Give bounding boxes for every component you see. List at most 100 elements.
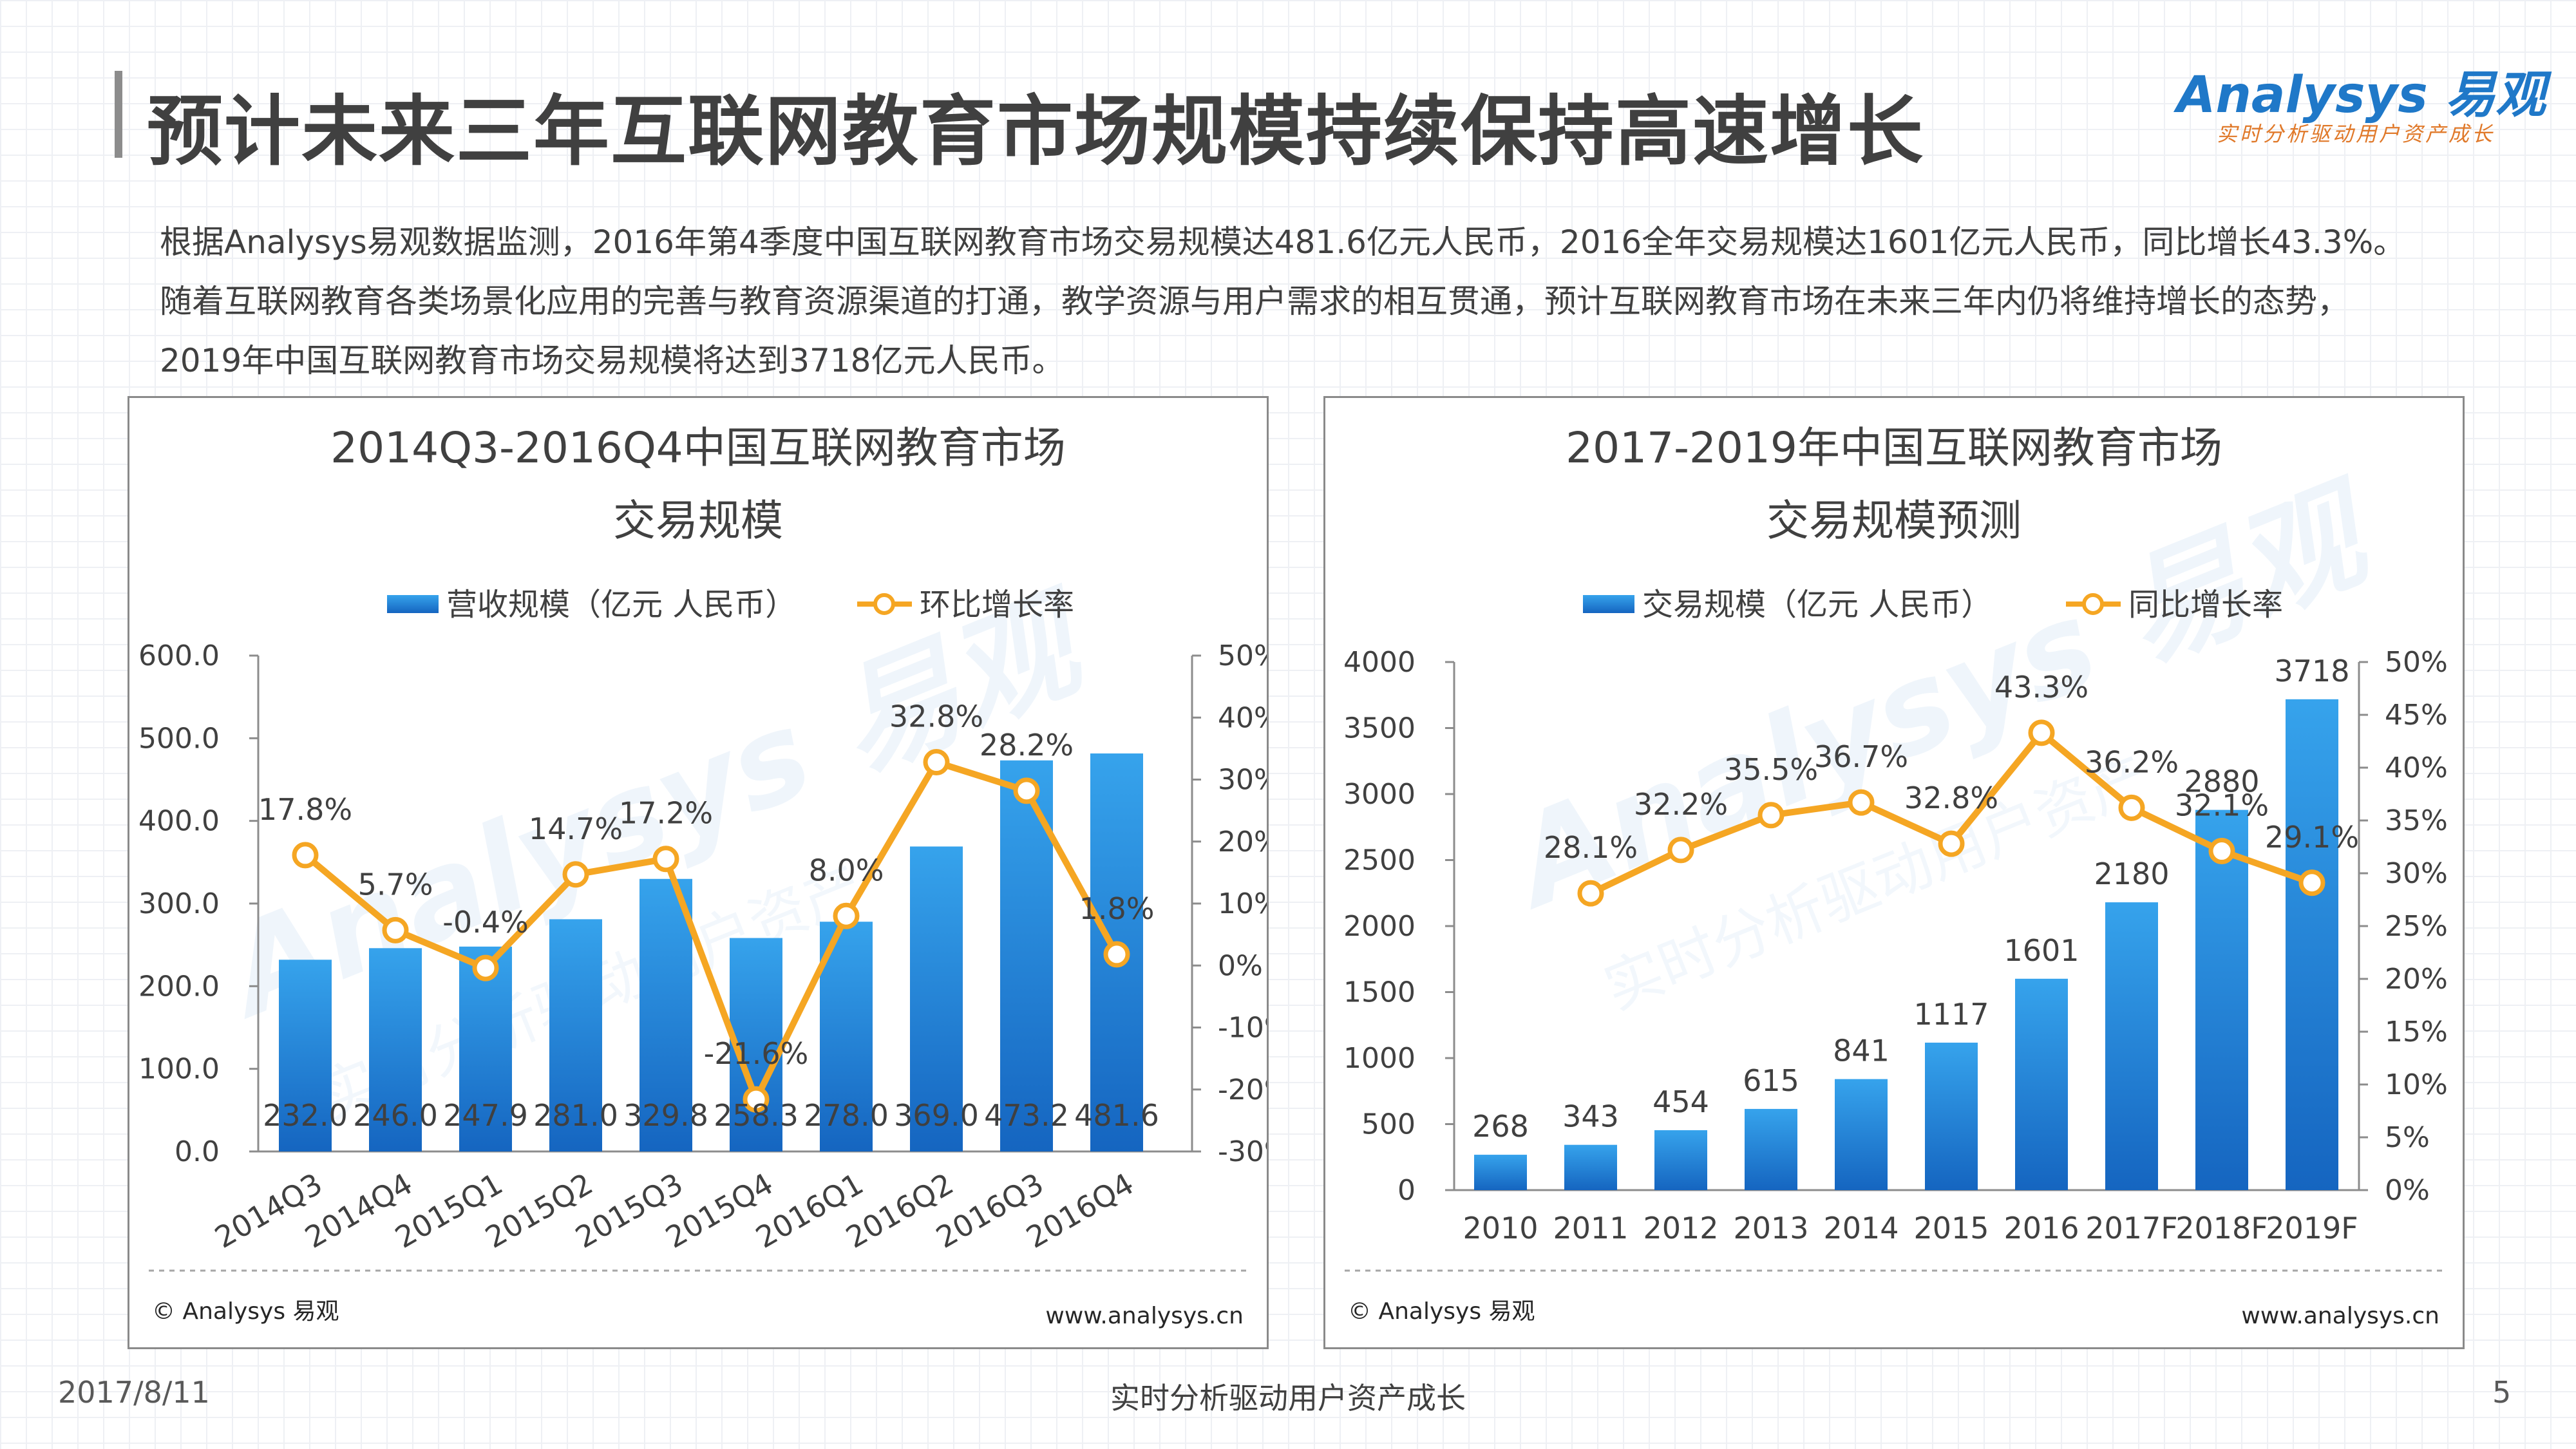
growth-point [1667,837,1694,864]
x-axis-tick-label: 2015 [1913,1211,1989,1245]
left-axis-tick-label: 4000 [1343,646,1416,679]
growth-value-label: 5.7% [358,867,433,902]
bar-value-label: 2880 [2184,764,2259,799]
title-accent-bar [115,71,122,158]
bar [2195,810,2248,1190]
bar-value-label: 258.3 [714,1098,799,1133]
bar-value-label: 281.0 [533,1098,618,1133]
right-axis-tick-label: 30% [1218,764,1267,797]
bar-value-label: 329.8 [623,1098,708,1133]
x-axis-tick-label: 2010 [1463,1211,1538,1245]
x-axis-tick-label: 2019F [2266,1211,2358,1245]
growth-point [292,842,319,869]
growth-value-label: 32.8% [1904,781,1998,815]
growth-value-label: 36.2% [2085,744,2179,779]
growth-value-label: 36.7% [1814,739,1908,774]
growth-value-label: 43.3% [1994,670,2088,705]
right-axis-tick-label: 20% [2385,963,2448,996]
bar-value-label: 1117 [1913,997,1989,1032]
left-axis-tick-label: 1500 [1343,976,1416,1009]
right-axis-tick-label: 0% [2385,1174,2430,1207]
growth-point [743,1086,770,1113]
growth-point [1013,777,1040,804]
page-title: 预计未来三年互联网教育市场规模持续保持高速增长 [147,87,1925,176]
bar-value-label: 278.0 [804,1098,889,1133]
legend-bar-label: 营收规模（亿元 人民币） [446,587,796,623]
right-axis-tick-label: 50% [2385,646,2448,679]
bar [1925,1043,1978,1190]
chart-copyright: © Analysys 易观 [1348,1298,1535,1325]
chart-title-line: 2014Q3-2016Q4中国互联网教育市场 [330,423,1066,473]
logo-tagline: 实时分析驱动用户资产成长 [2217,122,2496,146]
growth-value-label: 28.2% [980,728,1074,762]
bar-value-label: 1601 [2003,933,2079,968]
legend-line-marker [873,593,895,615]
growth-point [2298,869,2325,896]
right-axis-tick-label: 5% [2385,1121,2430,1154]
bar [1474,1155,1527,1190]
chart-quarterly-svg: Analysys 易观实时分析驱动用户资产2014Q3-2016Q4中国互联网教… [138,423,1267,1329]
growth-point [833,902,860,929]
bar [549,919,602,1151]
bar-value-label: 2180 [2094,857,2169,891]
left-axis-tick-label: 500 [1361,1108,1416,1141]
right-axis-tick-label: 40% [2385,752,2448,784]
logo-name: Analysys 易观 [2177,66,2546,124]
growth-point [923,749,950,776]
right-axis-tick-label: -30% [1218,1135,1267,1168]
bar [639,878,692,1151]
left-axis-tick-label: 3500 [1343,712,1416,745]
x-axis-tick-label: 2012 [1643,1211,1718,1245]
x-axis-tick-label: 2014 [1823,1211,1899,1245]
growth-value-label: 17.8% [258,792,352,827]
intro-paragraph: 根据Analysys易观数据监测，2016年第4季度中国互联网教育市场交易规模达… [160,213,2405,390]
growth-value-label: 35.5% [1724,752,1818,787]
left-axis-tick-label: 200.0 [138,970,220,1003]
growth-value-label: 17.2% [619,796,713,831]
intro-line: 随着互联网教育各类场景化应用的完善与教育资源渠道的打通，教学资源与用户需求的相互… [160,283,2349,320]
bar [1835,1079,1888,1190]
right-axis-tick-label: 0% [1218,949,1263,982]
growth-value-label: 28.1% [1544,830,1638,865]
chart-title-line: 交易规模 [613,496,783,545]
growth-point [2208,838,2235,865]
left-axis-tick-label: 500.0 [138,722,220,755]
growth-value-label: 14.7% [529,811,623,846]
x-axis-tick-label: 2018F [2175,1211,2268,1245]
right-axis-tick-label: 45% [2385,699,2448,732]
bar [1564,1144,1617,1190]
chart-annual-svg: Analysys 易观实时分析驱动用户资产2017-2019年中国互联网教育市场… [1343,423,2448,1329]
bar [910,846,963,1151]
right-axis-tick-label: 15% [2385,1016,2448,1048]
x-axis-tick-label: 2013 [1733,1211,1808,1245]
growth-value-label: 1.8% [1079,891,1155,926]
growth-point [652,846,679,873]
footer-date: 2017/8/11 [58,1375,210,1410]
chart-panel-quarterly: Analysys 易观实时分析驱动用户资产2014Q3-2016Q4中国互联网教… [128,396,1269,1349]
growth-value-label: 32.1% [2175,788,2269,823]
left-axis-tick-label: 100.0 [138,1053,220,1086]
growth-line [303,759,1120,1103]
bar-value-label: 3718 [2274,654,2349,688]
chart-title-line: 2017-2019年中国互联网教育市场 [1566,423,2222,473]
bar-value-label: 841 [1833,1034,1889,1068]
chart-title-line: 交易规模预测 [1766,496,2022,545]
growth-point [382,916,409,943]
legend-line-label: 同比增长率 [2128,587,2283,623]
legend-line-label: 环比增长率 [920,587,1074,623]
growth-value-label: 32.8% [889,699,983,734]
page-number: 5 [2492,1375,2512,1410]
right-axis-tick-label: -20% [1218,1074,1267,1106]
growth-point [472,954,499,981]
left-axis-tick-label: 2000 [1343,910,1416,943]
right-axis-tick-label: -10% [1218,1012,1267,1045]
growth-value-label: 8.0% [809,853,884,887]
right-axis-tick-label: 20% [1218,826,1267,858]
bar [2015,978,2068,1190]
bar-value-label: 473.2 [984,1098,1069,1133]
legend-bar-label: 交易规模（亿元 人民币） [1642,587,1992,623]
growth-point [2118,794,2145,821]
bar [279,960,332,1151]
right-axis-tick-label: 40% [1218,701,1267,734]
bar-value-label: 246.0 [353,1098,438,1133]
